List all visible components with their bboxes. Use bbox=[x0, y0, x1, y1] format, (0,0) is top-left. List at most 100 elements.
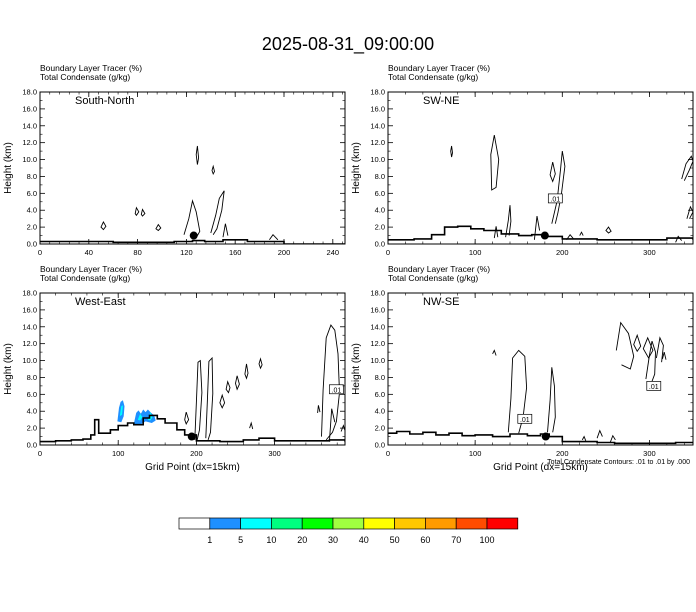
x-tick-label: 100 bbox=[469, 248, 482, 257]
condensate-contour bbox=[675, 235, 683, 243]
y-tick-label: 2.0 bbox=[27, 424, 37, 433]
condensate-contour bbox=[681, 155, 693, 181]
y-tick-label: 10.0 bbox=[22, 155, 37, 164]
x-tick-label: 0 bbox=[386, 248, 390, 257]
panel-header-line: Boundary Layer Tracer (%) bbox=[388, 63, 490, 73]
condensate-contour bbox=[140, 208, 146, 217]
condensate-contour bbox=[219, 393, 226, 409]
panel-label: SW-NE bbox=[423, 95, 459, 107]
y-axis-label: Height (km) bbox=[3, 142, 14, 194]
terrain-line bbox=[40, 414, 345, 443]
x-axis-label: Grid Point (dx=15km) bbox=[145, 462, 240, 473]
plot-area: .01 .01 bbox=[388, 321, 693, 445]
condensate-contour bbox=[492, 349, 497, 356]
location-marker bbox=[187, 432, 196, 441]
y-tick-label: 6.0 bbox=[27, 189, 37, 198]
panel-label: West-East bbox=[75, 296, 126, 308]
colorbar: 1 5 10 20 30 40 50 60 70 100 bbox=[178, 517, 519, 545]
plot-frame bbox=[387, 91, 694, 245]
y-tick-label: 8.0 bbox=[27, 373, 37, 382]
y-tick-label: 10.0 bbox=[370, 155, 385, 164]
x-tick-label: 300 bbox=[268, 449, 281, 458]
x-tick-label: 240 bbox=[327, 248, 340, 257]
x-tick-label: 100 bbox=[469, 449, 482, 458]
plot-frame bbox=[39, 292, 346, 446]
colorbar-label: 70 bbox=[451, 535, 461, 545]
colorbar-label: 5 bbox=[238, 535, 243, 545]
x-tick-label: 160 bbox=[229, 248, 242, 257]
y-tick-label: 8.0 bbox=[27, 172, 37, 181]
panel-header-line: Total Condensate (g/kg) bbox=[388, 273, 478, 283]
terrain-line bbox=[40, 239, 345, 244]
condensate-contour bbox=[493, 226, 499, 239]
tracer-fill-10 bbox=[137, 413, 143, 421]
condensate-contour bbox=[100, 221, 107, 231]
condensate-contour bbox=[450, 145, 453, 158]
y-tick-label: 16.0 bbox=[22, 104, 37, 113]
y-tick-label: 0.0 bbox=[375, 441, 385, 450]
colorbar-swatch bbox=[455, 517, 488, 530]
x-tick-label: 100 bbox=[112, 449, 125, 458]
x-tick-label: 200 bbox=[190, 449, 203, 458]
panel-sw-ne: Boundary Layer Tracer (%)Total Condensat… bbox=[351, 63, 694, 257]
y-tick-label: 12.0 bbox=[22, 138, 37, 147]
terrain-line bbox=[388, 225, 693, 241]
x-tick-label: 300 bbox=[643, 449, 656, 458]
condensate-contour bbox=[225, 380, 231, 394]
contour-label: .01 bbox=[520, 417, 530, 424]
colorbar-swatch bbox=[363, 517, 395, 530]
location-marker bbox=[540, 231, 549, 240]
plot-area: .01 bbox=[388, 135, 693, 243]
panel-label: NW-SE bbox=[423, 296, 459, 308]
y-tick-label: 2.0 bbox=[375, 424, 385, 433]
x-tick-label: 200 bbox=[556, 248, 569, 257]
y-axis-label: Height (km) bbox=[351, 343, 362, 395]
y-tick-label: 18.0 bbox=[22, 289, 37, 298]
panels: Boundary Layer Tracer (%) Total Condensat… bbox=[3, 63, 694, 473]
colorbar-label: 50 bbox=[390, 535, 400, 545]
plot-area: .01 bbox=[40, 324, 345, 443]
colorbar-label: 60 bbox=[420, 535, 430, 545]
y-tick-label: 12.0 bbox=[22, 339, 37, 348]
y-tick-label: 2.0 bbox=[375, 223, 385, 232]
x-tick-label: 200 bbox=[278, 248, 291, 257]
colorbar-label: 30 bbox=[328, 535, 338, 545]
condensate-contour bbox=[328, 408, 336, 442]
x-tick-label: 0 bbox=[38, 449, 42, 458]
location-marker bbox=[541, 432, 550, 441]
y-tick-label: 4.0 bbox=[375, 407, 385, 416]
panel-nw-se: Boundary Layer Tracer (%)Total Condensat… bbox=[351, 264, 694, 473]
y-tick-label: 12.0 bbox=[370, 339, 385, 348]
condensate-contour bbox=[579, 231, 584, 236]
x-axis-label: Grid Point (dx=15km) bbox=[493, 462, 588, 473]
condensate-contour bbox=[549, 162, 556, 183]
contour-label-box bbox=[547, 193, 563, 204]
colorbar-label: 10 bbox=[266, 535, 276, 545]
condensate-contour bbox=[490, 135, 500, 191]
colorbar-swatch bbox=[240, 517, 272, 530]
condensate-contour bbox=[321, 324, 340, 441]
condensate-contour bbox=[183, 199, 201, 236]
y-tick-label: 0.0 bbox=[27, 240, 37, 249]
x-tick-label: 200 bbox=[556, 449, 569, 458]
x-tick-label: 120 bbox=[180, 248, 193, 257]
condensate-contour bbox=[194, 359, 203, 440]
y-tick-label: 16.0 bbox=[370, 104, 385, 113]
condensate-contour bbox=[605, 226, 612, 234]
x-tick-label: 80 bbox=[133, 248, 141, 257]
y-tick-label: 6.0 bbox=[375, 390, 385, 399]
colorbar-swatch bbox=[332, 517, 365, 530]
x-tick-label: 0 bbox=[386, 449, 390, 458]
tracer-fill-10 bbox=[119, 405, 123, 417]
y-tick-label: 10.0 bbox=[22, 356, 37, 365]
condensate-contour bbox=[211, 164, 215, 176]
panel-label: South-North bbox=[75, 95, 134, 107]
condensate-contour bbox=[615, 321, 635, 370]
y-tick-label: 4.0 bbox=[27, 206, 37, 215]
condensate-contour bbox=[317, 405, 321, 413]
condensate-contour bbox=[249, 421, 254, 430]
y-tick-label: 16.0 bbox=[22, 305, 37, 314]
condensate-contour bbox=[222, 223, 229, 238]
figure-title: 2025-08-31_09:00:00 bbox=[262, 34, 434, 55]
panel-header-line: Total Condensate (g/kg) bbox=[40, 72, 130, 82]
